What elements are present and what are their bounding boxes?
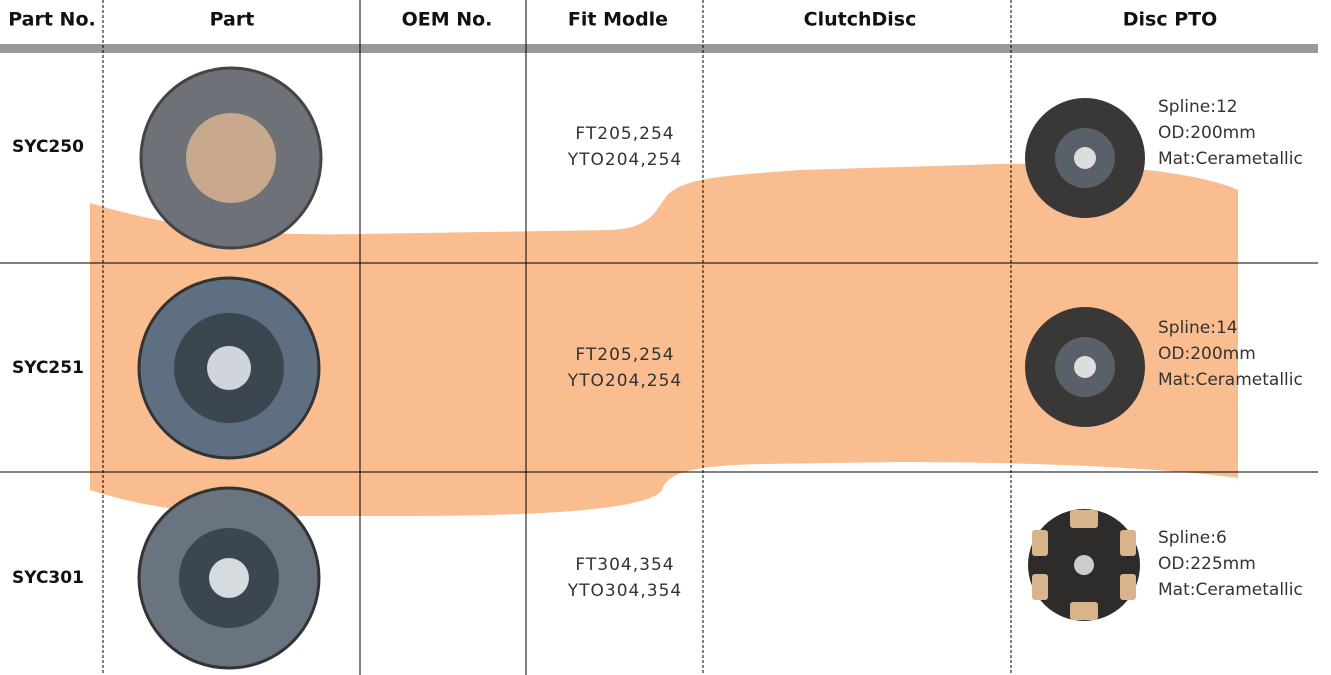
fit-model: YTO304,354: [567, 581, 682, 601]
disc-spec: Mat:Cerametallic: [1158, 580, 1303, 600]
header-bar: [0, 44, 1318, 53]
disc-spec: Spline:14: [1158, 318, 1238, 338]
part-no: SYC301: [12, 568, 84, 588]
header-cell: Part: [210, 9, 255, 31]
disc-spec: OD:225mm: [1158, 554, 1256, 574]
header-cell: OEM No.: [402, 9, 493, 31]
disc-images: [1025, 98, 1145, 621]
fit-model: FT304,354: [575, 555, 674, 575]
fit-model: FT205,254: [575, 345, 674, 365]
disc-spec: Spline:12: [1158, 97, 1238, 117]
disc-spec: Mat:Cerametallic: [1158, 370, 1303, 390]
part-no: SYC251: [12, 358, 84, 378]
part-no: SYC250: [12, 137, 84, 157]
fit-model: FT205,254: [575, 124, 674, 144]
header-cell: Fit Modle: [568, 9, 668, 31]
disc-spec: Mat:Cerametallic: [1158, 149, 1303, 169]
header-cell: Disc PTO: [1123, 9, 1218, 31]
orange-band: [90, 163, 1238, 517]
disc-spec: OD:200mm: [1158, 123, 1256, 143]
header-cell: Part No.: [8, 9, 95, 31]
header-cell: ClutchDisc: [804, 9, 917, 31]
fit-model: YTO204,254: [567, 150, 682, 170]
disc-spec: OD:200mm: [1158, 344, 1256, 364]
disc-spec: Spline:6: [1158, 528, 1227, 548]
part-images: [137, 66, 323, 670]
fit-model: YTO204,254: [567, 371, 682, 391]
